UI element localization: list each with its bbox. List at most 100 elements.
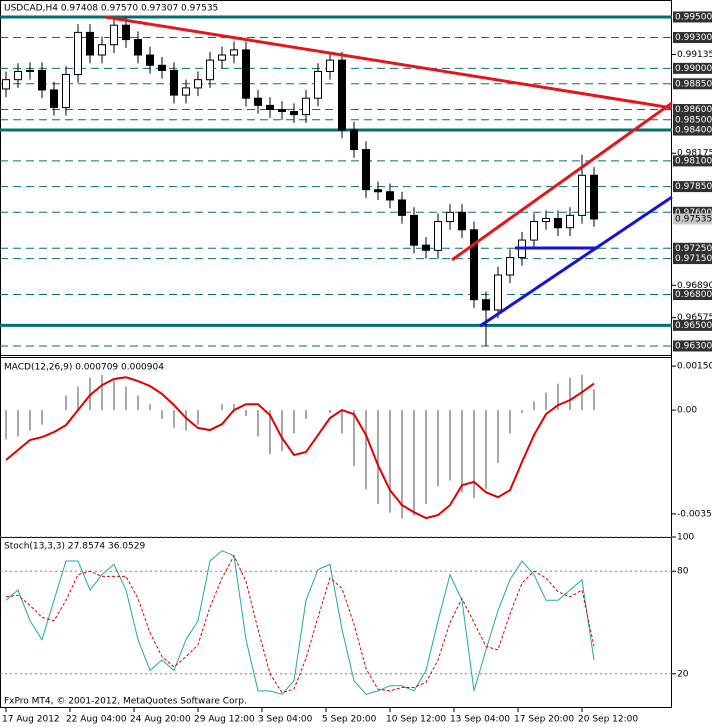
frame	[0, 0, 672, 708]
level-label-box	[673, 11, 712, 23]
copyright: FxPro MT4, © 2001-2012, MetaQuotes Softw…	[4, 697, 247, 707]
candle-body	[218, 54, 226, 61]
candle-body	[62, 74, 70, 108]
level-label-box	[673, 319, 712, 331]
candle-body	[446, 211, 454, 223]
candle-body	[458, 211, 466, 231]
stoch-line	[5, 554, 595, 694]
level-label: 0.97850	[675, 182, 712, 192]
y-tick-label: 100	[677, 533, 694, 543]
level-label: 0.96300	[675, 341, 712, 351]
candle-body	[530, 221, 538, 241]
level-label-box	[673, 103, 712, 115]
candle-body	[578, 174, 586, 216]
candle-body	[590, 174, 598, 220]
level-label-box	[673, 289, 712, 301]
level-label: 0.96800	[675, 290, 712, 300]
y-tick-label: -0.00354	[677, 509, 712, 519]
candle-body	[2, 79, 10, 90]
x-tick-label: 10 Sep 12:00	[386, 715, 446, 725]
candle-body	[134, 39, 142, 56]
y-tick-label: 0.00	[677, 406, 697, 416]
level-label-box	[673, 181, 712, 193]
y-tick-label: 0.96890	[677, 281, 712, 291]
candle-body	[230, 49, 238, 56]
level-label: 0.99500	[675, 12, 712, 22]
candle-body	[146, 54, 154, 66]
candle-body	[434, 221, 442, 251]
candle-body	[194, 79, 202, 89]
level-label-box	[673, 124, 712, 136]
level-label-box	[673, 206, 712, 218]
level-label: 0.99000	[675, 64, 712, 74]
y-tick-label: 0.00150	[677, 362, 712, 372]
x-tick-label: 3 Sep 04:00	[258, 715, 313, 725]
candle-body	[290, 111, 298, 116]
candle-body	[110, 24, 118, 46]
level-label-box	[673, 78, 712, 90]
x-tick-label: 17 Aug 2012	[2, 715, 60, 725]
candle-body	[506, 257, 514, 276]
level-label: 0.97150	[675, 254, 712, 264]
candle-body	[98, 44, 106, 56]
last-price-label: 0.97535	[675, 214, 712, 224]
y-tick-label: 80	[677, 567, 689, 577]
candle-body	[482, 299, 490, 311]
x-tick-label: 20 Sep 12:00	[578, 715, 638, 725]
level-label: 0.97600	[675, 208, 712, 218]
candle-body	[38, 69, 46, 91]
y-tick-label: 0.98175	[677, 149, 712, 159]
trendline	[451, 101, 673, 262]
level-label-box	[673, 253, 712, 265]
candle-body	[206, 59, 214, 81]
level-label: 0.98400	[675, 126, 712, 136]
candle-body	[422, 244, 430, 251]
candle-body	[554, 217, 562, 229]
candle-body	[50, 89, 58, 108]
candle-body	[302, 97, 310, 116]
candle-body	[326, 59, 334, 72]
panel-title: MACD(12,26,9) 0.000709 0.000904	[4, 363, 164, 373]
y-tick-label: 20	[677, 669, 689, 679]
candle-body	[350, 129, 358, 151]
x-tick-label: 29 Aug 12:00	[194, 715, 255, 725]
candle-body	[242, 49, 250, 99]
x-tick-label: 22 Aug 04:00	[66, 715, 127, 725]
candle-body	[182, 87, 190, 96]
candle-body	[494, 274, 502, 311]
level-label: 0.98850	[675, 79, 712, 89]
candle-body	[314, 70, 322, 99]
candle-body	[254, 97, 262, 106]
level-label: 0.98100	[675, 156, 712, 166]
x-tick-label: 13 Sep 04:00	[450, 715, 510, 725]
chart-title: USDCAD,H4 0.97408 0.97570 0.97307 0.9753…	[4, 4, 218, 14]
y-tick-label: 0.99135	[677, 50, 712, 60]
y-tick-label: 0.96575	[677, 313, 712, 323]
level-label-box	[673, 155, 712, 167]
title-bg	[1, 2, 186, 14]
candle-body	[566, 214, 574, 229]
candle-body	[410, 214, 418, 246]
level-label-box	[673, 114, 712, 126]
candle-body	[26, 69, 34, 72]
trendline	[104, 15, 673, 110]
candle-body	[470, 229, 478, 301]
x-tick-label: 24 Aug 20:00	[130, 715, 191, 725]
candle-body	[278, 108, 286, 113]
level-label: 0.98600	[675, 105, 712, 115]
level-label: 0.96500	[675, 321, 712, 331]
candle-body	[266, 104, 274, 110]
signal-line	[5, 376, 595, 520]
level-label: 0.99300	[675, 33, 712, 43]
candle-body	[14, 70, 22, 81]
candle-body	[122, 24, 130, 41]
level-label: 0.97250	[675, 244, 712, 254]
candle-body	[542, 217, 550, 223]
candle-body	[74, 31, 82, 76]
x-tick-label: 5 Sep 20:00	[322, 715, 377, 725]
level-label-box	[673, 32, 712, 44]
candle-body	[170, 69, 178, 96]
candle-body	[338, 59, 346, 131]
